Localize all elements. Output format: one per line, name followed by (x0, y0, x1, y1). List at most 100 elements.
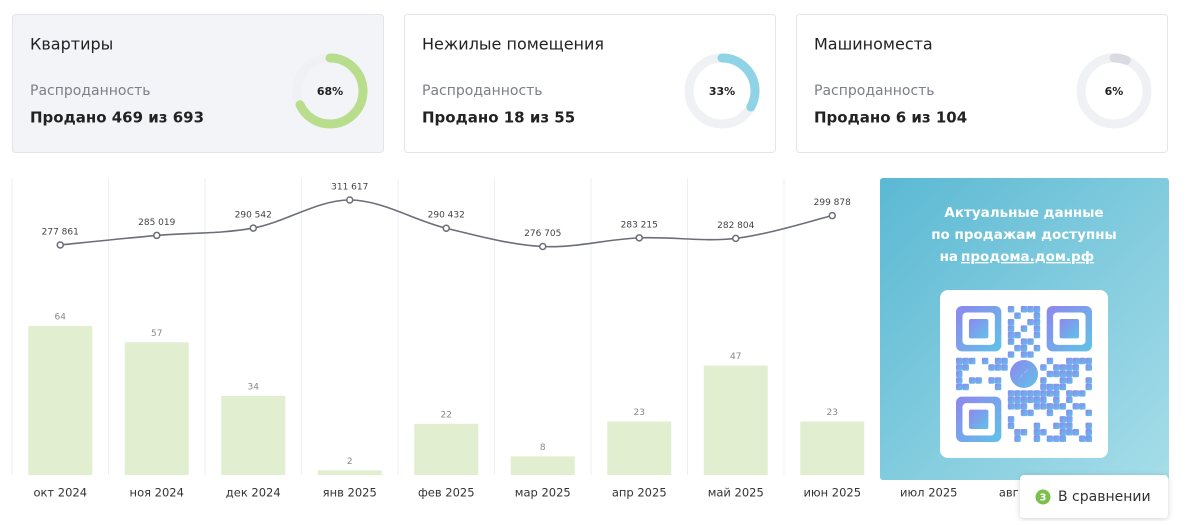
qr-cell (1053, 390, 1060, 397)
card-label: Распроданность (30, 83, 151, 99)
bar (607, 421, 672, 475)
line-point (828, 211, 836, 220)
qr-cell (1072, 429, 1080, 436)
x-tick-label: мар 2025 (515, 486, 571, 500)
badge-count: 3 (1040, 493, 1047, 504)
qr-cell (1085, 357, 1092, 365)
card-label: Распроданность (814, 83, 935, 99)
qr-cell (956, 383, 963, 391)
qr-cell (1053, 422, 1060, 430)
bar-label: 23 (827, 408, 838, 418)
qr-cell (1020, 306, 1028, 313)
bar (510, 456, 575, 475)
qr-cell (1020, 325, 1028, 332)
qr-cell (1020, 429, 1028, 436)
qr-cell (1072, 364, 1080, 371)
qr-cell (1014, 396, 1021, 404)
qr-cell (1014, 390, 1021, 397)
card-bg (12, 14, 384, 153)
qr-cell (1059, 377, 1067, 384)
card: Нежилые помещения Распроданность Продано 1… (404, 14, 776, 153)
line-point (635, 234, 643, 242)
x-tick-label: апр 2025 (612, 486, 667, 500)
card-title: Нежилые помещения (422, 35, 604, 54)
qr-cell (994, 364, 1002, 371)
qr-cell (1059, 370, 1067, 378)
qr-cell (1033, 403, 1041, 410)
qr-cell (1079, 390, 1086, 397)
qr-cell (1014, 331, 1021, 339)
qr-cell (994, 383, 1002, 391)
compare-button[interactable]: 3 В сравнении (1020, 475, 1168, 518)
qr-cell (1072, 357, 1080, 365)
qr-cell (1046, 370, 1054, 378)
qr-cell (1066, 422, 1073, 430)
compare-bg[interactable] (1020, 475, 1168, 518)
qr-cell (1066, 357, 1073, 365)
qr-finder-dot (968, 409, 989, 430)
bar-label: 57 (151, 329, 162, 339)
qr-cell (1046, 390, 1054, 397)
bar-label: 34 (248, 382, 260, 392)
promo-text: по продажам доступны (931, 227, 1117, 243)
qr-cell (956, 364, 963, 371)
qr-cell (1027, 306, 1034, 313)
qr-cell (1020, 396, 1028, 404)
line-point (442, 224, 450, 232)
bar (124, 342, 189, 475)
qr-cell (1046, 357, 1054, 365)
qr-cell (1072, 403, 1080, 410)
line-point (732, 234, 740, 243)
qr-cell (1040, 396, 1047, 404)
qr-cell (1007, 351, 1015, 358)
line-label: 299 878 (814, 198, 851, 208)
qr-cell (1072, 390, 1080, 397)
qr-cell (1020, 351, 1028, 358)
qr-cell (1027, 318, 1034, 326)
donut-label: 6% (1105, 85, 1124, 98)
x-tick-label: окт 2024 (33, 486, 87, 500)
qr-cell (1085, 422, 1092, 430)
donut-label: 68% (317, 85, 343, 98)
qr-cell (1059, 422, 1067, 430)
qr-cell (994, 357, 1002, 365)
qr-cell (1001, 357, 1008, 365)
qr-cell (1066, 390, 1073, 397)
qr-cell (1059, 403, 1067, 410)
qr-cell (1014, 435, 1021, 442)
qr-cell (956, 357, 963, 365)
line-label: 290 432 (428, 211, 465, 221)
qr-cell (1033, 325, 1041, 332)
line-label: 290 542 (235, 211, 272, 221)
qr-cell (1033, 435, 1041, 442)
qr-cell (1053, 396, 1060, 404)
qr-cell (1027, 351, 1034, 358)
qr-cell (1007, 422, 1015, 430)
qr-cell (968, 377, 976, 384)
qr-cell (962, 364, 969, 371)
qr-cell (1066, 364, 1073, 371)
qr-cell (1014, 312, 1021, 319)
qr-cell (962, 383, 969, 391)
bar-label: 22 (441, 410, 452, 420)
qr-cell (1046, 403, 1054, 410)
line-label: 277 861 (42, 227, 79, 237)
line-label: 285 019 (138, 218, 175, 228)
donut-arc (1076, 53, 1152, 129)
promo-link[interactable]: продома.дом.рф (961, 249, 1094, 265)
qr-cell (1059, 383, 1067, 391)
card-sold: Продано 6 из 104 (814, 109, 967, 127)
promo-text: Актуальные данные (944, 205, 1103, 221)
qr-cell (1085, 383, 1092, 391)
line-label: 311 617 (331, 183, 368, 193)
qr-cell (988, 377, 995, 384)
qr-cell (1046, 435, 1054, 442)
compare-label[interactable]: В сравнении (1058, 489, 1151, 505)
bar (800, 421, 865, 475)
qr-cell (962, 357, 969, 365)
bar-label: 47 (730, 352, 741, 362)
card-bg (796, 14, 1168, 153)
card: Квартиры Распроданность Продано 469 из 693… (12, 14, 384, 153)
qr-cell (1033, 306, 1041, 313)
